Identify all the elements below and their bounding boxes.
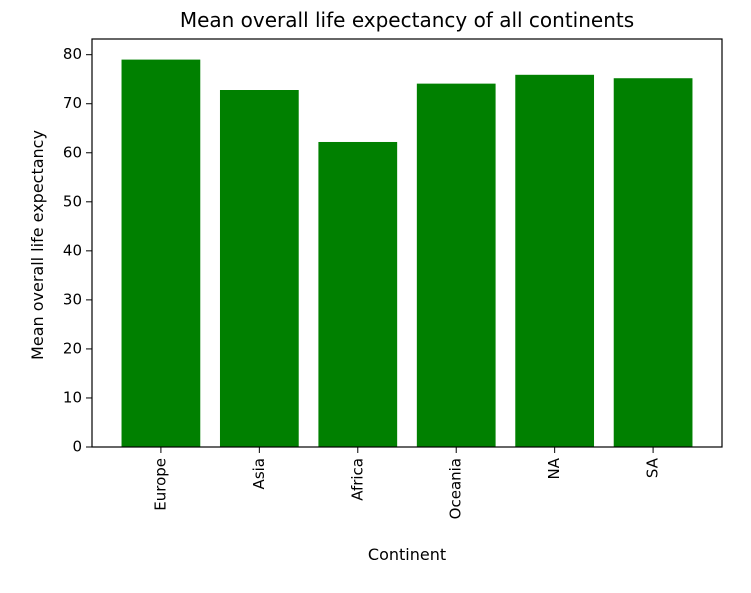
- x-tick-label: Africa: [348, 458, 366, 501]
- y-axis: 0 10 20 30 40 50 60 70 80: [63, 45, 92, 456]
- bar-sa: [613, 78, 693, 447]
- y-tick-label: 0: [72, 438, 82, 456]
- y-tick-label: 40: [63, 241, 82, 259]
- y-tick-label: 50: [63, 192, 82, 210]
- x-tick-label: Europe: [151, 458, 169, 511]
- y-axis-label: Mean overall life expectancy: [28, 130, 47, 360]
- x-tick-label: NA: [545, 457, 563, 479]
- x-tick-label: Asia: [250, 458, 268, 489]
- bars-layer: [121, 59, 693, 448]
- bar-na: [515, 74, 595, 448]
- y-tick-label: 80: [63, 45, 82, 63]
- x-tick-label: SA: [644, 457, 662, 478]
- x-axis: Europe Asia Africa Oceania NA SA: [151, 447, 662, 519]
- x-axis-label: Continent: [368, 545, 446, 564]
- plot-frame: [91, 38, 723, 448]
- x-tick-label: Oceania: [447, 458, 465, 519]
- bar-africa: [318, 141, 398, 448]
- y-tick-label: 70: [63, 94, 82, 112]
- y-tick-label: 20: [63, 339, 82, 357]
- bar-europe: [121, 59, 201, 447]
- bar-asia: [219, 90, 299, 447]
- y-tick-label: 10: [63, 388, 82, 406]
- bar-oceania: [416, 83, 496, 447]
- chart-title: Mean overall life expectancy of all cont…: [180, 8, 634, 32]
- y-tick-label: 60: [63, 143, 82, 161]
- y-tick-label: 30: [63, 290, 82, 308]
